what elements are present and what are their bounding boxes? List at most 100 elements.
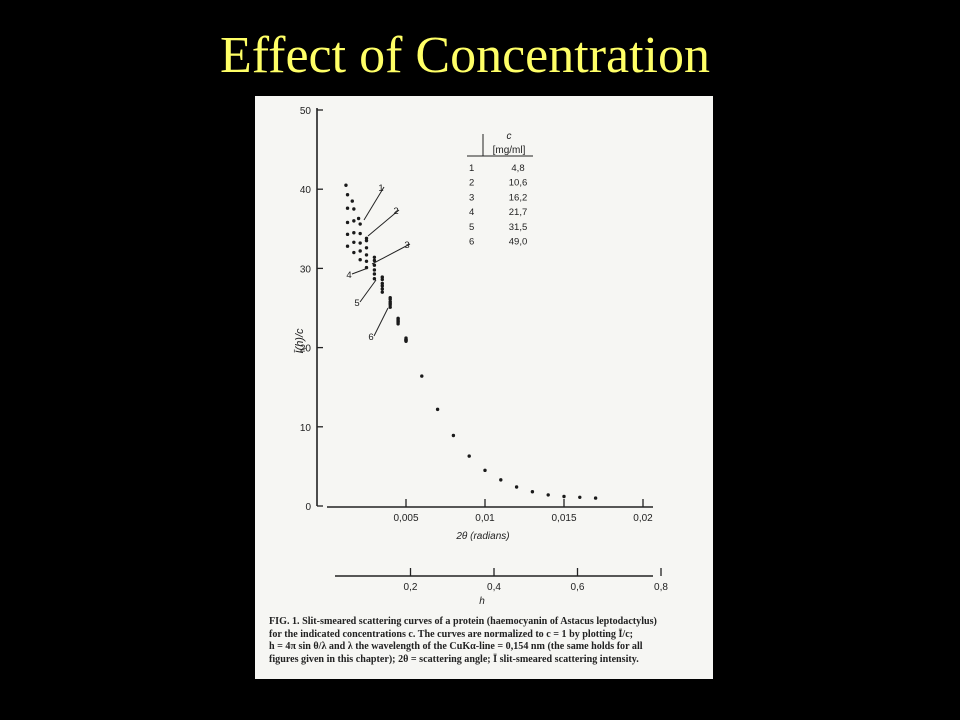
data-point-curve-1 xyxy=(578,495,582,499)
legend-curve-number: 2 xyxy=(469,178,474,189)
x2-axis-label: h xyxy=(479,596,485,607)
curve-label-6: 6 xyxy=(368,332,373,343)
curve-leader-line xyxy=(351,267,369,275)
data-point-curve-5 xyxy=(345,232,350,237)
legend-concentration: 10,6 xyxy=(509,178,528,189)
legend-header-unit: [mg/ml] xyxy=(493,145,526,156)
data-point-curve-1 xyxy=(562,494,566,499)
y-axis-label: Ī(h)/c xyxy=(294,328,306,354)
data-point-curve-5 xyxy=(364,259,369,263)
curve-leader-line xyxy=(367,209,400,237)
data-point-curve-6 xyxy=(352,250,356,255)
data-point-curve-4 xyxy=(352,231,356,235)
data-point-curve-1 xyxy=(344,183,348,187)
data-point-curve-2 xyxy=(358,222,362,226)
data-point-curve-1 xyxy=(593,496,598,500)
curve-label-3: 3 xyxy=(404,240,409,251)
data-point-curve-1 xyxy=(483,468,487,473)
caption-line: figures given in this chapter); 2θ = sca… xyxy=(269,653,639,665)
data-point-curve-3 xyxy=(358,231,362,236)
data-point-curve-5 xyxy=(352,240,356,244)
x-tick-label: 0,005 xyxy=(393,513,418,524)
data-point-curve-6 xyxy=(345,244,350,248)
data-point-curve-1 xyxy=(420,374,424,378)
data-point-curve-2 xyxy=(380,277,384,282)
data-point-curve-2 xyxy=(352,207,356,211)
x-tick-label: 0,015 xyxy=(551,513,576,524)
figure-caption: FIG. 1. Slit-smeared scattering curves o… xyxy=(269,616,709,666)
legend-concentration: 21,7 xyxy=(509,207,528,218)
y-tick-label: 30 xyxy=(300,264,312,275)
legend-curve-number: 1 xyxy=(469,163,474,174)
legend-curve-number: 4 xyxy=(469,207,474,218)
data-point-curve-2 xyxy=(388,297,392,301)
x2-tick-label: 0,8 xyxy=(654,582,668,593)
data-point-curve-5 xyxy=(358,249,362,253)
slide-title: Effect of Concentration xyxy=(220,27,710,84)
data-point-curve-4 xyxy=(372,268,377,272)
data-point-curve-4 xyxy=(358,241,362,245)
data-point-curve-4 xyxy=(364,253,369,257)
data-point-curve-3 xyxy=(345,206,350,210)
data-point-curve-1 xyxy=(350,199,354,203)
data-point-curve-6 xyxy=(404,339,408,343)
y-tick-label: 0 xyxy=(305,502,311,513)
curve-label-2: 2 xyxy=(393,206,398,217)
data-point-curve-5 xyxy=(372,272,377,276)
curve-label-1: 1 xyxy=(378,183,383,194)
y-tick-label: 40 xyxy=(300,185,312,196)
curve-leader-line xyxy=(359,279,377,303)
curve-leader-line xyxy=(371,243,411,265)
legend-curve-number: 6 xyxy=(469,237,474,248)
data-point-curve-1 xyxy=(356,216,361,221)
data-point-curve-1 xyxy=(514,485,519,489)
x-axis-label: 2θ (radians) xyxy=(455,531,509,542)
figure-panel: 0 10 20 30 40 50 0,005 0,01 0,015 0,02 0,2 0,4 0,6 0,… xyxy=(255,96,713,679)
data-point-curve-5 xyxy=(380,287,384,291)
legend-concentration: 49,0 xyxy=(509,237,528,248)
legend-concentration: 4,8 xyxy=(511,163,524,174)
x2-tick-label: 0,2 xyxy=(404,582,418,593)
data-point-curve-1 xyxy=(499,478,503,482)
data-point-curve-2 xyxy=(345,193,350,197)
data-point-curve-1 xyxy=(546,493,550,497)
y-tick-label: 20 xyxy=(300,344,312,355)
data-point-curve-6 xyxy=(358,257,362,262)
data-point-curve-6 xyxy=(388,305,392,309)
data-point-curve-6 xyxy=(372,276,377,281)
data-point-curve-1 xyxy=(380,275,384,279)
legend-concentration: 31,5 xyxy=(509,222,528,233)
caption-line: FIG. 1. Slit-smeared scattering curves o… xyxy=(269,616,657,627)
curve-leader-line xyxy=(373,307,389,337)
x2-tick-label: 0,6 xyxy=(571,582,585,593)
y-tick-label: 10 xyxy=(300,423,312,434)
x2-tick-label: 0,4 xyxy=(487,582,501,593)
caption-line: h = 4π sin θ/λ and λ the wavelength of t… xyxy=(269,641,643,652)
data-point-curve-1 xyxy=(372,255,377,260)
data-point-curve-4 xyxy=(345,220,350,225)
data-point-curve-3 xyxy=(364,246,369,250)
legend-curve-number: 5 xyxy=(469,222,474,233)
y-tick-label: 50 xyxy=(300,106,312,117)
data-point-curve-3 xyxy=(352,219,356,223)
data-point-curve-1 xyxy=(364,236,369,241)
scattering-chart: 0 10 20 30 40 50 0,005 0,01 0,015 0,02 0,2 0,4 0,6 0,… xyxy=(294,106,668,607)
data-point-curve-3 xyxy=(380,281,384,286)
curve-label-4: 4 xyxy=(346,270,351,281)
data-point-curve-1 xyxy=(467,454,471,458)
data-point-curve-6 xyxy=(380,290,384,294)
legend-header-c: c xyxy=(507,131,512,142)
data-point-curve-4 xyxy=(380,284,384,288)
data-point-curve-1 xyxy=(451,433,456,438)
legend-curve-number: 3 xyxy=(469,192,474,203)
caption-line: for the indicated concentrations c. The … xyxy=(269,628,634,640)
legend-concentration: 16,2 xyxy=(509,192,528,203)
legend-table: c [mg/ml] 1 4,8 2 10,6 3 16,2 4 21,7 5 31,5 6 49,0 xyxy=(467,131,533,248)
data-point-curve-6 xyxy=(396,322,400,326)
curve-leader-line xyxy=(363,186,385,221)
data-point-curve-1 xyxy=(435,407,440,412)
data-point-curve-2 xyxy=(364,238,369,243)
x-tick-label: 0,02 xyxy=(633,513,653,524)
data-point-curve-2 xyxy=(372,258,377,263)
data-point-curve-5 xyxy=(388,303,392,307)
